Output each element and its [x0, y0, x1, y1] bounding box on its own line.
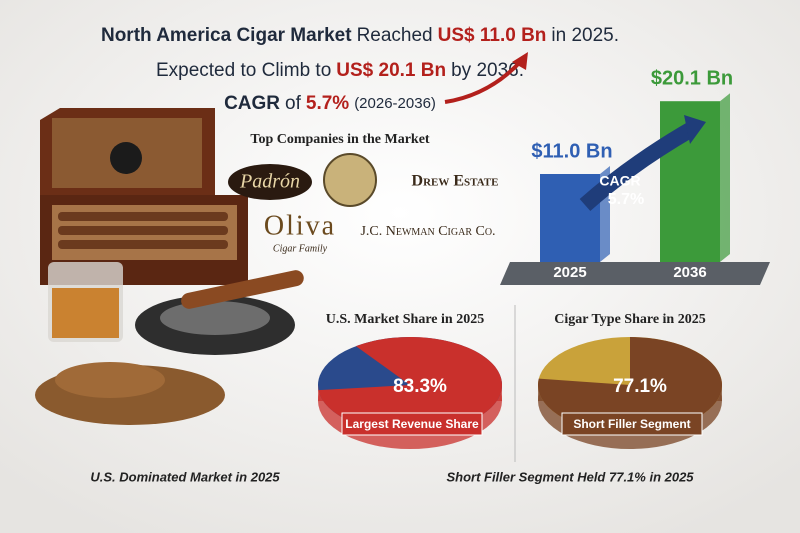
cagr-arrow-head [684, 115, 706, 144]
arrow-head [512, 52, 528, 70]
value-label: $11.0 Bn [531, 140, 612, 162]
pie-title: U.S. Market Share in 2025 [326, 312, 484, 327]
pie-title: Cigar Type Share in 2025 [554, 312, 705, 327]
headline-3: CAGR of 5.7% (2026-2036) [224, 93, 436, 114]
category-label: 2025 [553, 264, 586, 281]
logo: Oliva [264, 210, 336, 241]
logo-shape [228, 164, 312, 200]
text: 5.7% [306, 93, 349, 114]
category-label: 2036 [673, 264, 706, 281]
text: North America Cigar Market [101, 25, 352, 46]
text: Reached [357, 25, 433, 46]
cagr-arrow [579, 123, 695, 211]
illustration [35, 108, 304, 425]
text: in 2025. [551, 25, 619, 46]
headline-2: Expected to Climb to US$ 20.1 Bn by 2036. [156, 60, 524, 81]
annotation: CAGR [599, 173, 640, 189]
bar-side [720, 93, 730, 262]
pie-slice [318, 337, 502, 434]
text: of [285, 93, 302, 114]
label-ribbon [341, 412, 483, 436]
label-ribbon [561, 412, 703, 436]
value-label: 83.3% [393, 376, 447, 397]
text: US$ 11.0 Bn [438, 25, 547, 46]
pie-label: Short Filler Segment [573, 417, 690, 431]
logo: J.C. Newman Cigar Co. [360, 224, 495, 239]
text: US$ 20.1 Bn [336, 60, 446, 81]
arrow [444, 58, 524, 104]
logo: Cigar Family [273, 243, 328, 254]
text: Expected to Climb to [156, 60, 331, 81]
platform [500, 262, 770, 285]
headline-1: North America Cigar Market Reached US$ 11.… [101, 25, 619, 46]
bar [540, 174, 600, 262]
text: CAGR [224, 93, 280, 114]
text: (2026-2036) [354, 95, 436, 112]
pies: 83.3% Largest Revenue Share 77.1% Short Fil… [318, 337, 722, 449]
companies-title: Top Companies in the Market [250, 132, 430, 147]
logo: Padrón [239, 171, 300, 193]
annotation: 5.7% [608, 191, 644, 208]
caption: Short Filler Segment Held 77.1% in 2025 [446, 469, 694, 484]
caption: U.S. Dominated Market in 2025 [90, 469, 280, 484]
value-label: 77.1% [613, 376, 667, 397]
logo-shape [323, 153, 377, 207]
growth-chart: $11.0 Bn 2025 $20.1 Bn 2036 CAGR 5.7% [500, 67, 770, 285]
pie-label: Largest Revenue Share [345, 417, 479, 431]
value-label: $20.1 Bn [651, 67, 733, 89]
pie-slice [538, 337, 722, 434]
logo: Drew Estate [412, 173, 499, 190]
